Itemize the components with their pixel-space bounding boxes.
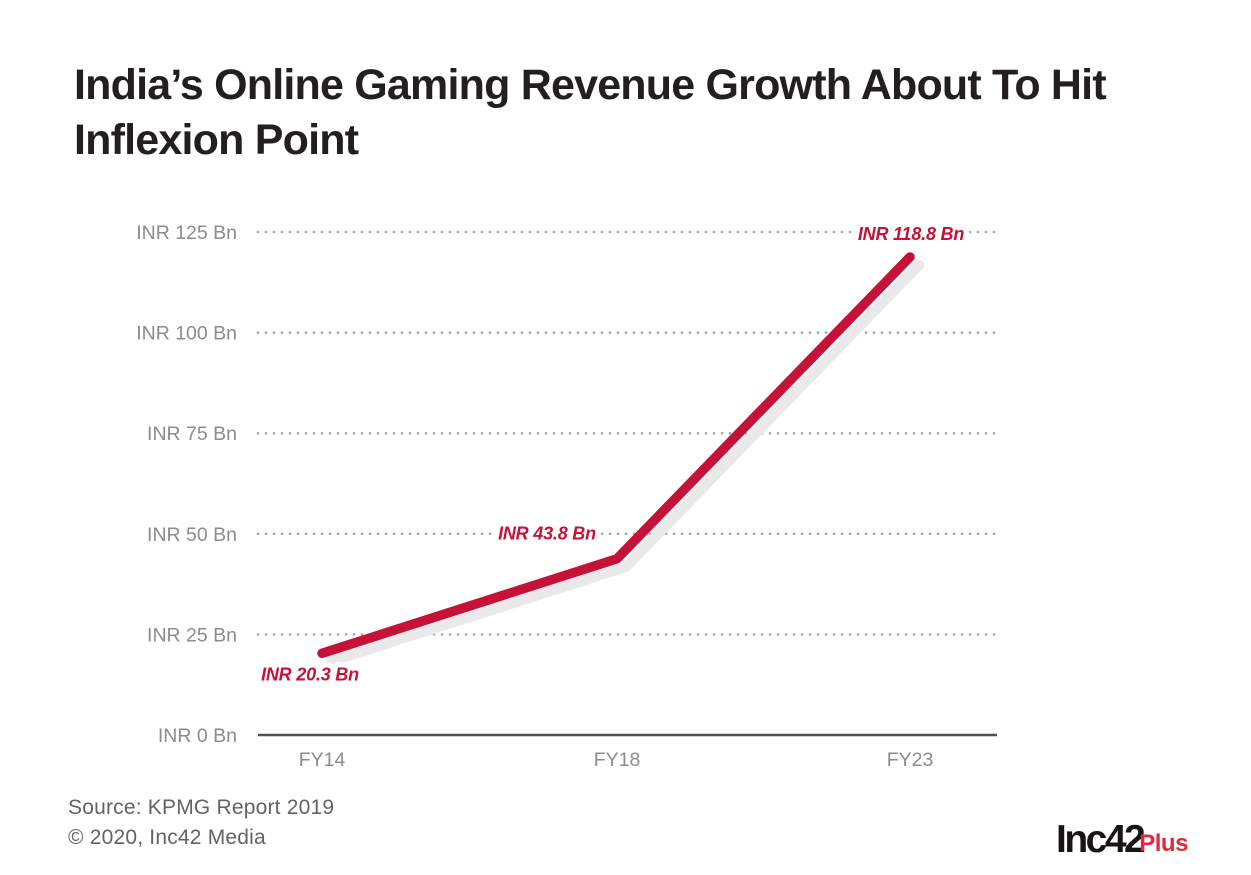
logo-plus-text: Plus bbox=[1139, 830, 1188, 857]
x-tick-label: FY23 bbox=[887, 749, 934, 771]
copyright-text: © 2020, Inc42 Media bbox=[68, 826, 266, 849]
revenue-line-shadow bbox=[325, 259, 925, 667]
inc42-plus-logo: Inc42 Plus bbox=[1056, 818, 1188, 862]
y-tick-label: INR 75 Bn bbox=[147, 423, 237, 445]
y-tick-label: INR 100 Bn bbox=[136, 323, 237, 345]
data-point-label: INR 43.8 Bn bbox=[498, 524, 596, 544]
chart-title-line1: India’s Online Gaming Revenue Growth Abo… bbox=[74, 61, 1107, 109]
chart-footer: Source: KPMG Report 2019 © 2020, Inc42 M… bbox=[68, 793, 334, 853]
y-tick-label: INR 25 Bn bbox=[147, 624, 237, 646]
source-text: Source: KPMG Report 2019 bbox=[68, 796, 335, 819]
revenue-line bbox=[317, 252, 915, 659]
data-point-label: INR 20.3 Bn bbox=[261, 664, 359, 684]
chart-title: India’s Online Gaming Revenue Growth Abo… bbox=[74, 58, 1184, 168]
y-tick-label: INR 125 Bn bbox=[136, 222, 237, 244]
x-tick-label: FY14 bbox=[299, 749, 346, 771]
y-tick-label: INR 0 Bn bbox=[158, 725, 237, 747]
logo-inc42-text: Inc42 bbox=[1056, 818, 1146, 861]
data-point-label: INR 118.8 Bn bbox=[858, 224, 965, 244]
x-tick-label: FY18 bbox=[594, 749, 641, 771]
chart-title-line2: Inflexion Point bbox=[74, 116, 359, 164]
y-tick-label: INR 50 Bn bbox=[147, 524, 237, 546]
